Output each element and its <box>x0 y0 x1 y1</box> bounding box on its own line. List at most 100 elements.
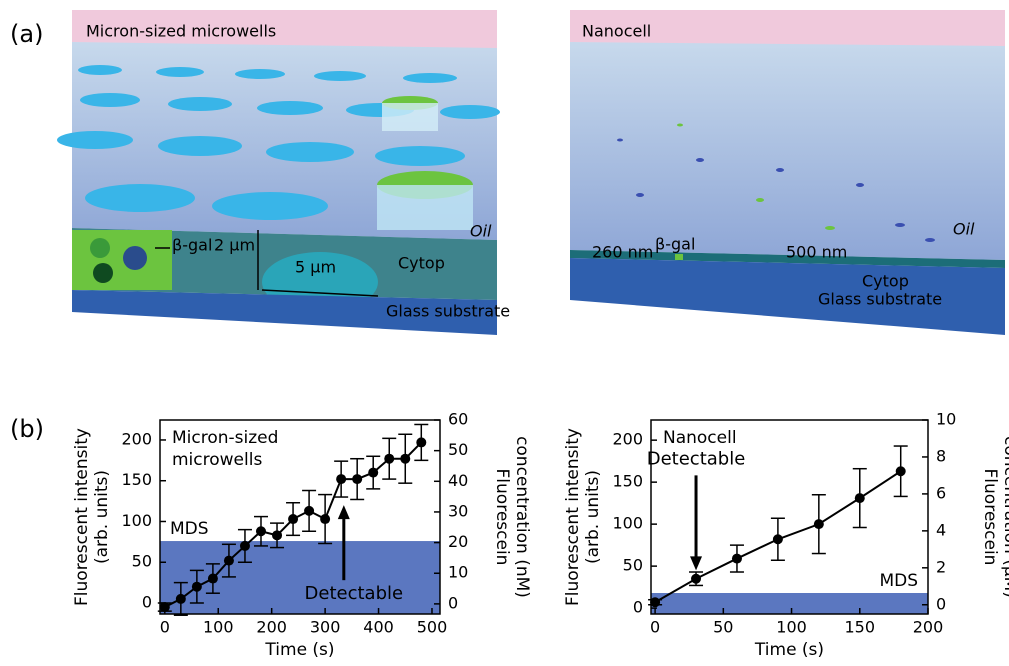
panel-label: (a) <box>10 20 43 48</box>
y2-tick-label: 10 <box>936 410 956 429</box>
y-axis-label: (arb. units) <box>92 470 112 564</box>
y-tick-label: 0 <box>633 598 643 617</box>
data-point <box>223 555 234 566</box>
threshold-region <box>160 541 440 614</box>
threshold-label: MDS <box>879 571 918 591</box>
y-tick-label: 100 <box>121 511 152 530</box>
y2-tick-label: 60 <box>448 410 468 429</box>
x-tick-label: 0 <box>650 618 660 637</box>
x-tick-label: 100 <box>776 618 807 637</box>
y2-tick-label: 6 <box>936 483 946 502</box>
data-point <box>255 526 266 537</box>
x-tick-label: 400 <box>363 618 394 637</box>
y2-axis-label: concentration (nM) <box>512 436 532 598</box>
panel-title: Nanocell <box>582 22 651 41</box>
y-tick-label: 200 <box>612 430 643 449</box>
plot-frame <box>159 419 441 615</box>
y2-tick-label: 0 <box>448 593 458 612</box>
panel-label: (b) <box>10 415 44 443</box>
y2-tick-label: 10 <box>448 563 468 582</box>
y2-tick-label: 4 <box>936 520 946 539</box>
data-point <box>368 467 379 478</box>
x-tick-label: 0 <box>160 618 170 637</box>
y2-axis-label: Fluorescein <box>980 469 1000 566</box>
label-cytop: Cytop <box>862 272 909 291</box>
x-axis-label: Time (s) <box>264 640 334 660</box>
arrow-head <box>337 505 350 520</box>
y-axis-label: Fluorescent intensity <box>72 428 92 606</box>
x-tick-label: 200 <box>913 618 944 637</box>
y2-tick-label: 40 <box>448 471 468 490</box>
x-axis-label: Time (s) <box>754 640 824 660</box>
label-oil: Oil <box>953 220 975 239</box>
data-point <box>691 573 702 584</box>
label-diameter: 500 nm <box>786 243 847 262</box>
label-cytop: Cytop <box>398 254 445 273</box>
y2-tick-label: 20 <box>448 532 468 551</box>
y-tick-label: 50 <box>623 556 643 575</box>
data-point <box>336 474 347 485</box>
panel-title: Micron-sized microwells <box>86 22 276 41</box>
y-axis-label: Fluorescent intensity <box>563 428 583 606</box>
data-point <box>895 466 906 477</box>
y2-tick-label: 30 <box>448 501 468 520</box>
data-point <box>207 573 218 584</box>
y-tick-label: 200 <box>121 429 152 448</box>
y-tick-label: 150 <box>612 472 643 491</box>
y-tick-label: 0 <box>142 592 152 611</box>
data-point <box>731 553 742 564</box>
data-point <box>272 530 283 541</box>
label-depth: 2 µm <box>214 236 255 255</box>
threshold-label: MDS <box>170 519 209 539</box>
arrow-head <box>690 556 703 571</box>
x-tick-label: 500 <box>417 618 448 637</box>
data-point <box>772 534 783 545</box>
data-point <box>416 437 427 448</box>
x-tick-label: 300 <box>310 618 341 637</box>
data-point <box>650 597 661 608</box>
x-tick-label: 200 <box>256 618 287 637</box>
y-tick-label: 150 <box>121 470 152 489</box>
label-diameter: 5 µm <box>295 258 336 277</box>
x-tick-label: 100 <box>203 618 234 637</box>
annotation-text: Detectable <box>305 583 404 604</box>
label-enzyme: β-gal <box>655 235 695 254</box>
annotation-text: Detectable <box>647 448 746 469</box>
data-point <box>400 453 411 464</box>
chart-title: Nanocell <box>663 428 737 448</box>
data-point <box>854 493 865 504</box>
data-point <box>239 540 250 551</box>
chart-title: microwells <box>172 450 262 470</box>
data-point <box>320 514 331 525</box>
data-point <box>288 514 299 525</box>
y-tick-label: 50 <box>132 552 152 571</box>
render-microwells <box>57 10 500 335</box>
threshold-region <box>651 593 928 614</box>
chart-title: Micron-sized <box>172 428 278 448</box>
label-oil: Oil <box>470 222 492 241</box>
x-tick-label: 50 <box>713 618 733 637</box>
y2-tick-label: 0 <box>936 594 946 613</box>
data-point <box>352 474 363 485</box>
data-point <box>191 581 202 592</box>
data-point <box>384 453 395 464</box>
data-point <box>175 593 186 604</box>
label-substrate: Glass substrate <box>818 290 942 309</box>
plot-frame <box>650 419 929 615</box>
y-tick-label: 100 <box>612 514 643 533</box>
data-point <box>813 519 824 530</box>
label-depth: 260 nm <box>592 243 653 262</box>
render-nanocell <box>570 10 1005 335</box>
data-point <box>304 505 315 516</box>
label-enzyme: β-gal <box>172 236 212 255</box>
y2-tick-label: 50 <box>448 440 468 459</box>
y2-axis-label: Fluorescein <box>492 469 512 566</box>
x-tick-label: 150 <box>844 618 875 637</box>
y-axis-label: (arb. units) <box>583 470 603 564</box>
y2-tick-label: 2 <box>936 557 946 576</box>
y2-axis-label: concentration (µM) <box>1000 436 1009 598</box>
data-point <box>159 602 170 613</box>
y2-tick-label: 8 <box>936 446 946 465</box>
label-substrate: Glass substrate <box>386 302 510 321</box>
